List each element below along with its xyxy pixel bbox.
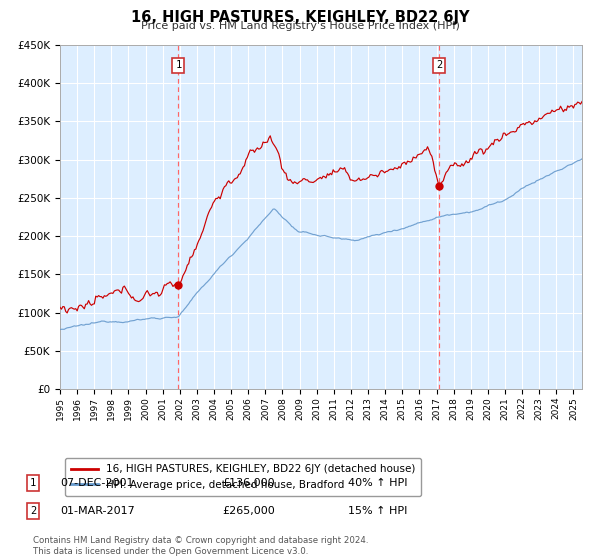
Text: 2: 2 <box>30 506 36 516</box>
Text: 2: 2 <box>436 60 443 71</box>
Text: 01-MAR-2017: 01-MAR-2017 <box>60 506 135 516</box>
Legend: 16, HIGH PASTURES, KEIGHLEY, BD22 6JY (detached house), HPI: Average price, deta: 16, HIGH PASTURES, KEIGHLEY, BD22 6JY (d… <box>65 458 421 496</box>
Text: 07-DEC-2001: 07-DEC-2001 <box>60 478 133 488</box>
Text: 15% ↑ HPI: 15% ↑ HPI <box>348 506 407 516</box>
Text: 16, HIGH PASTURES, KEIGHLEY, BD22 6JY: 16, HIGH PASTURES, KEIGHLEY, BD22 6JY <box>131 10 469 25</box>
Text: £265,000: £265,000 <box>222 506 275 516</box>
Text: 1: 1 <box>30 478 36 488</box>
Text: 40% ↑ HPI: 40% ↑ HPI <box>348 478 407 488</box>
Text: Price paid vs. HM Land Registry's House Price Index (HPI): Price paid vs. HM Land Registry's House … <box>140 21 460 31</box>
Text: 1: 1 <box>175 60 182 71</box>
Text: Contains HM Land Registry data © Crown copyright and database right 2024.
This d: Contains HM Land Registry data © Crown c… <box>33 536 368 556</box>
Text: £136,000: £136,000 <box>222 478 275 488</box>
